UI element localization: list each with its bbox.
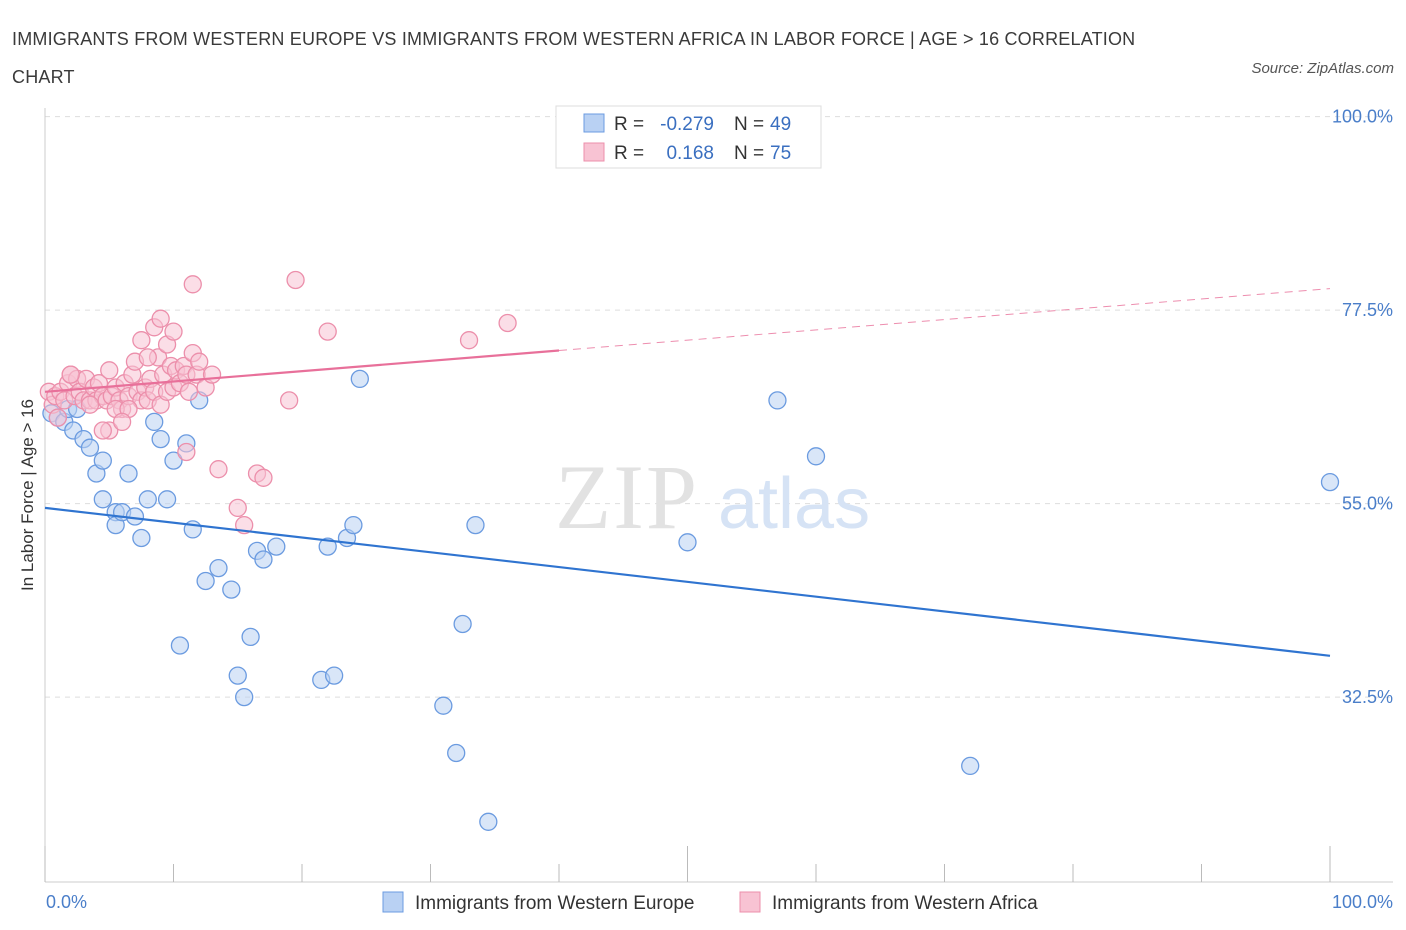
y-tick-label: 32.5%: [1342, 687, 1393, 707]
series-legend: Immigrants from Western Europe Immigrant…: [382, 891, 1038, 914]
scatter-point: [157, 490, 177, 509]
scatter-point: [151, 309, 170, 328]
scatter-point: [254, 468, 273, 487]
watermark: ZIP atlas: [555, 446, 870, 548]
scatter-point: [318, 537, 337, 556]
y-axis-label: In Labor Force | Age > 16: [18, 399, 37, 591]
scatter-point: [228, 498, 247, 518]
scatter-point: [138, 490, 157, 509]
scatter-point: [479, 812, 498, 831]
legend-n-label-pink: N =: [734, 143, 764, 164]
scatter-point: [145, 412, 164, 432]
scatter-point: [228, 666, 247, 685]
trend-line-extension: [558, 288, 1331, 352]
scatter-point: [678, 533, 697, 552]
scatter-point: [100, 361, 119, 380]
scatter-point: [209, 460, 228, 479]
scatter-point: [48, 408, 67, 427]
scatter-point: [93, 421, 112, 440]
trend-line: [44, 506, 1331, 657]
series-western-europe-points: [42, 369, 1340, 831]
legend-r-label-pink: R =: [614, 143, 644, 164]
scatter-point: [279, 391, 299, 410]
scatter-point: [453, 614, 472, 634]
scatter-point: [93, 490, 112, 509]
legend-r-value-pink: 0.168: [666, 143, 714, 164]
trend-line: [44, 349, 560, 393]
scatter-point: [80, 438, 100, 457]
chart-source: Source: ZipAtlas.com: [1251, 60, 1394, 77]
scatter-point: [170, 636, 190, 655]
scatter-point: [222, 580, 241, 599]
legend-n-label-blue: N =: [734, 114, 764, 135]
chart-title: IMMIGRANTS FROM WESTERN EUROPE VS IMMIGR…: [12, 29, 1136, 87]
scatter-point: [132, 331, 151, 350]
scatter-point: [768, 391, 787, 410]
x-tick-label-min: 0.0%: [46, 892, 87, 912]
legend-n-value-pink: 75: [770, 143, 791, 164]
y-tick-label: 77.5%: [1342, 300, 1393, 320]
scatter-point: [119, 464, 138, 483]
scatter-point: [183, 275, 202, 294]
scatter-point: [177, 442, 196, 462]
scatter-point: [344, 515, 363, 535]
scatter-point: [202, 365, 222, 384]
y-tick-labels: 32.5% 55.0% 77.5% 100.0%: [1332, 107, 1393, 707]
series-western-africa-points: [39, 270, 517, 535]
scatter-point: [961, 756, 980, 776]
legend-r-value-blue: -0.279: [660, 114, 714, 135]
legend-swatch-pink: [583, 142, 605, 162]
scatter-point: [286, 270, 305, 290]
scatter-point: [267, 537, 286, 556]
stats-legend: R = -0.279 N = 49 R = 0.168 N = 75: [555, 105, 822, 169]
scatter-point: [80, 395, 100, 414]
x-tick-label-max: 100.0%: [1332, 892, 1393, 912]
scatter-point: [209, 558, 228, 578]
scatter-point: [164, 451, 183, 470]
series-legend-label-blue: Immigrants from Western Europe: [415, 893, 694, 914]
scatter-point: [241, 627, 260, 647]
scatter-point: [179, 382, 199, 401]
scatter-point: [466, 515, 485, 535]
scatter-point: [93, 451, 112, 470]
x-ticks: 0.0% 100.0%: [44, 846, 1393, 912]
scatter-point: [498, 313, 517, 333]
scatter-point: [447, 743, 466, 763]
legend-n-value-blue: 49: [770, 114, 791, 135]
watermark-zip: ZIP: [555, 446, 699, 548]
scatter-point: [434, 696, 453, 715]
scatter-point: [138, 348, 157, 367]
series-legend-label-pink: Immigrants from Western Africa: [772, 893, 1038, 914]
scatter-point: [164, 322, 183, 341]
scatter-point: [190, 352, 209, 371]
series-legend-swatch-pink: [739, 891, 761, 913]
scatter-point: [61, 365, 80, 384]
scatter-point: [151, 429, 170, 449]
y-tick-label: 55.0%: [1342, 494, 1393, 514]
legend-swatch-blue: [583, 113, 605, 133]
y-tick-label: 100.0%: [1332, 107, 1393, 127]
legend-r-label-blue: R =: [614, 114, 644, 135]
scatter-point: [254, 550, 273, 569]
scatter-point: [324, 666, 344, 685]
scatter-point: [235, 687, 254, 707]
scatter-point: [459, 331, 479, 350]
scatter-point: [350, 369, 369, 389]
gridlines: [45, 116, 1393, 698]
axes: [44, 108, 1393, 883]
scatter-point: [318, 322, 337, 341]
trend-lines: [44, 288, 1331, 657]
scatter-point: [132, 528, 151, 548]
scatter-point: [1320, 472, 1340, 492]
scatter-point: [112, 412, 132, 432]
scatter-point: [196, 571, 215, 591]
series-legend-swatch-blue: [382, 891, 404, 913]
scatter-point: [806, 447, 826, 466]
watermark-atlas: atlas: [718, 464, 870, 544]
